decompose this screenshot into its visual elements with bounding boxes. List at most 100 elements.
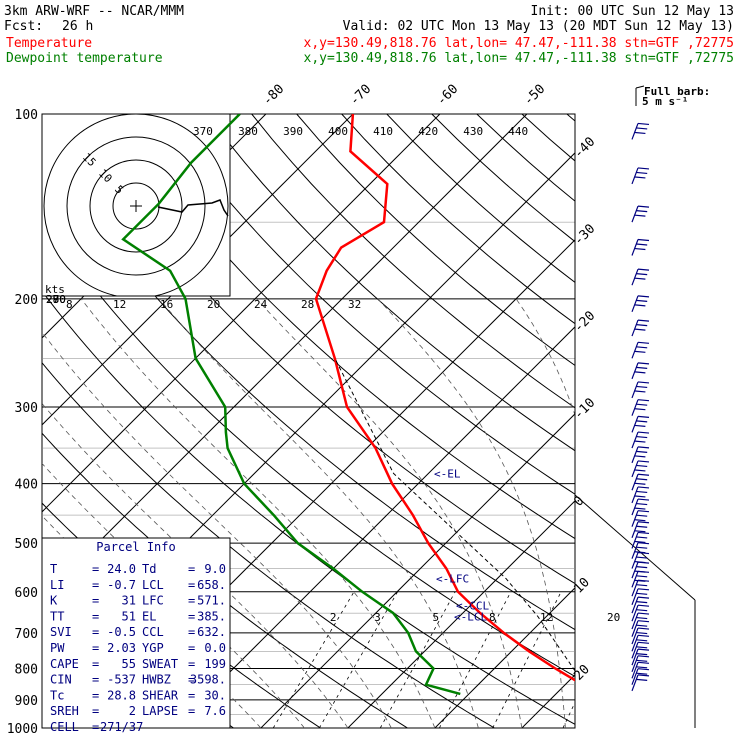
parcel-equals: = bbox=[188, 625, 195, 639]
parcel-value: 24.0 bbox=[107, 562, 136, 576]
wind-barb-flag bbox=[637, 510, 650, 513]
wind-barb-staff bbox=[631, 342, 639, 359]
wind-barb-flag bbox=[637, 319, 650, 322]
wind-barb-flag bbox=[636, 171, 648, 175]
level-marker-label: <-LCL bbox=[454, 610, 487, 623]
wind-barb-staff bbox=[631, 674, 639, 692]
wind-barb-flag bbox=[637, 588, 650, 591]
mixing-ratio-line bbox=[318, 591, 398, 728]
wind-barb-flag bbox=[637, 531, 650, 535]
parcel-value: 51 bbox=[122, 609, 136, 623]
pressure-label: 200 bbox=[15, 293, 38, 308]
wind-barb-staff bbox=[631, 486, 639, 504]
wind-barb-staff bbox=[631, 123, 639, 140]
wind-barb-flag bbox=[636, 659, 648, 662]
wind-barb-staff bbox=[631, 612, 639, 630]
profile-series bbox=[121, 114, 575, 696]
wind-barb-staff bbox=[631, 561, 639, 579]
parcel-key: TT bbox=[50, 609, 64, 623]
barb-legend: Full barb: 5 m s⁻¹ bbox=[635, 85, 710, 108]
mixing-ratio-label: 12 bbox=[540, 611, 553, 624]
parcel-equals: = bbox=[92, 578, 99, 592]
dry-adiabat-line bbox=[116, 114, 575, 540]
wind-barb-staff bbox=[631, 399, 639, 416]
wind-barb bbox=[631, 634, 650, 652]
isotherm-label: -60 bbox=[434, 82, 461, 109]
dry-adiabat-line bbox=[42, 140, 575, 631]
wind-barb-flag bbox=[637, 604, 650, 607]
parcel-value: 7.6 bbox=[204, 704, 226, 718]
theta-label: 410 bbox=[373, 125, 393, 138]
pressure-label: 1000 bbox=[7, 722, 38, 737]
model-title: 3km ARW-WRF -- NCAR/MMM bbox=[4, 4, 184, 19]
isotherm-line bbox=[42, 114, 441, 513]
wind-barb-flag bbox=[637, 381, 650, 384]
theta-label: 400 bbox=[328, 125, 348, 138]
parcel-key: CAPE bbox=[50, 657, 79, 671]
level-marker-label: <-EL bbox=[434, 467, 461, 480]
wind-barb bbox=[631, 319, 650, 337]
parcel-value: -0.5 bbox=[107, 625, 136, 639]
wind-barb-staff bbox=[631, 662, 639, 679]
wind-barb bbox=[631, 460, 650, 478]
dry-adiabat-line bbox=[42, 290, 575, 725]
wind-barb-staff bbox=[631, 167, 639, 185]
parcel-key: Tc bbox=[50, 688, 64, 702]
wind-barb-flag bbox=[636, 514, 648, 517]
parcel-equals: = bbox=[92, 625, 99, 639]
isotherm-line bbox=[696, 114, 740, 728]
wind-barb bbox=[631, 362, 650, 380]
wind-barb-flag bbox=[637, 551, 650, 555]
parcel-key: CIN bbox=[50, 673, 72, 687]
parcel-value: 0.0 bbox=[204, 641, 226, 655]
parcel-equals: = bbox=[188, 657, 195, 671]
isotherm-line bbox=[42, 114, 528, 600]
parcel-key: HWBZ bbox=[142, 673, 171, 687]
wind-barb-flag bbox=[636, 609, 648, 612]
parcel-key: SHEAR bbox=[142, 688, 179, 702]
wind-barb bbox=[631, 521, 650, 538]
moist-adiabat-line bbox=[256, 298, 523, 728]
theta-label: 370 bbox=[193, 125, 213, 138]
wind-barb bbox=[631, 167, 650, 185]
wind-barb-flag bbox=[634, 277, 646, 280]
parcel-key: CELL bbox=[50, 720, 79, 734]
temperature-legend-label: Temperature bbox=[6, 36, 92, 51]
parcel-equals: = bbox=[92, 657, 99, 671]
wind-barb-staff bbox=[631, 362, 639, 380]
wind-barb-flag bbox=[637, 446, 650, 449]
parcel-value: 55 bbox=[122, 657, 136, 671]
isotherm-line bbox=[0, 114, 5, 728]
mixing-ratio-line bbox=[379, 591, 456, 728]
right-frame-diagonal bbox=[574, 494, 696, 601]
wind-barb-staff bbox=[631, 596, 639, 614]
wind-barb-staff bbox=[631, 668, 639, 685]
mixing-ratio-label: 2 bbox=[330, 611, 337, 624]
hodograph-rings bbox=[43, 114, 229, 296]
wind-barb-staff bbox=[631, 642, 639, 659]
moist-adiabat-line bbox=[377, 298, 566, 728]
parcel-value: 28.8 bbox=[107, 688, 136, 702]
isotherm-line bbox=[434, 587, 575, 728]
wind-barb-flag bbox=[637, 122, 650, 126]
theta-label: 390 bbox=[283, 125, 303, 138]
wind-barb-flag bbox=[636, 299, 648, 302]
wind-barb-flag bbox=[637, 596, 650, 599]
parcel-equals: = bbox=[92, 594, 99, 608]
wind-barb-flag bbox=[637, 431, 650, 434]
wind-barb bbox=[631, 604, 650, 622]
wind-barb-flag bbox=[636, 435, 648, 439]
wind-barb-staff bbox=[631, 319, 639, 337]
pressure-label: 800 bbox=[15, 662, 38, 677]
parcel-value: 2.03 bbox=[107, 641, 136, 655]
wind-barb bbox=[631, 551, 650, 569]
hodograph-ring bbox=[89, 159, 183, 253]
parcel-path bbox=[334, 358, 575, 672]
speed-tick-label: 32 bbox=[348, 298, 361, 311]
wind-barb-flag bbox=[637, 674, 650, 677]
wind-barb bbox=[631, 238, 650, 256]
parcel-key: LCL bbox=[142, 578, 164, 592]
wind-barb-flag bbox=[636, 639, 648, 642]
wind-barb-staff bbox=[631, 571, 639, 588]
